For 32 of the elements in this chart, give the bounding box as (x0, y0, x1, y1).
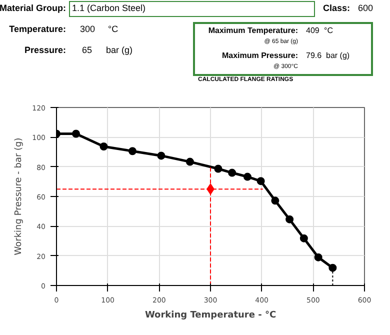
point (243, 172, 252, 181)
point (214, 164, 222, 173)
text: 65 (82, 45, 92, 55)
text: bar (g) (106, 45, 133, 55)
text: 300 (80, 24, 96, 34)
text: Maximum Temperature: (208, 26, 298, 35)
text: Material Group: (0, 3, 66, 13)
text: °C (108, 24, 118, 34)
point (157, 152, 166, 160)
text: bar (g) (326, 51, 350, 60)
text: 600 (358, 3, 374, 13)
y-axis-title: Working Pressure - bar (g) (14, 138, 24, 256)
text: Class: (322, 3, 350, 13)
x-axis-title: Working Temperature - °C (144, 310, 276, 320)
point (228, 168, 236, 177)
text: 79.6 (306, 51, 322, 60)
point (72, 130, 80, 138)
point (271, 196, 280, 205)
point (128, 147, 136, 156)
point (256, 177, 265, 186)
point (100, 142, 108, 151)
text: 409 (306, 26, 320, 35)
text: Temperature: (9, 24, 66, 34)
text: Maximum Pressure: (222, 51, 298, 60)
text: 1.1 (Carbon Steel) (72, 3, 146, 13)
text: °C (324, 26, 333, 35)
text: Pressure: (24, 45, 66, 55)
point (300, 234, 308, 242)
point (314, 253, 322, 262)
point (286, 215, 294, 224)
point (328, 264, 337, 272)
point (186, 158, 194, 166)
